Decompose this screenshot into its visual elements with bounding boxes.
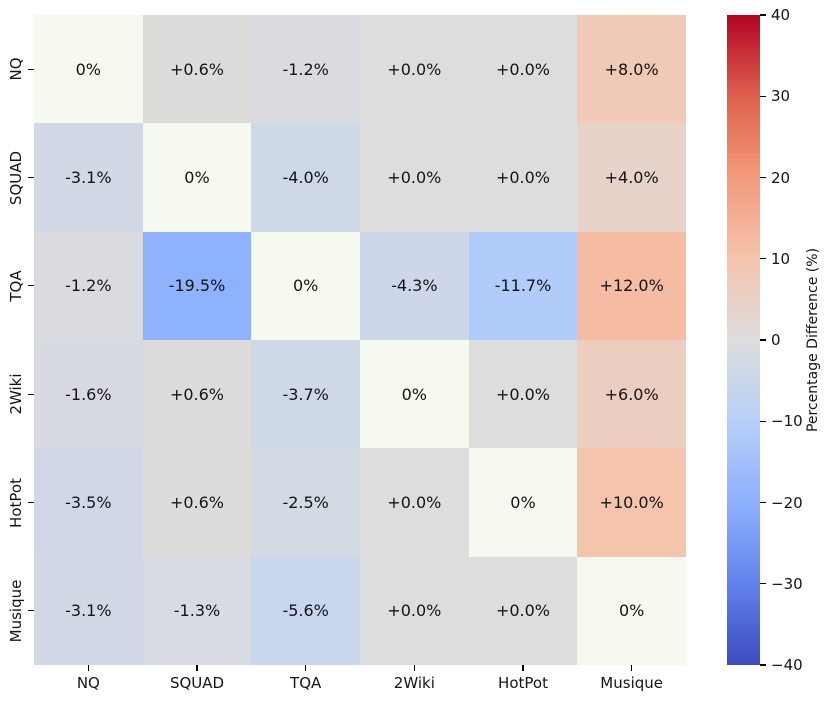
x-tick-mark: [87, 665, 89, 671]
colorbar-tick-mark: [760, 258, 766, 260]
heatmap-cell: -1.6%: [34, 340, 143, 449]
heatmap-cell: -3.1%: [34, 123, 143, 232]
colorbar-tick-label: 10: [771, 249, 791, 268]
y-tick-label: TQA: [7, 270, 25, 302]
heatmap-cell: 0%: [468, 448, 578, 557]
x-tick-label: HotPot: [498, 674, 548, 692]
colorbar-axis-label: Percentage Difference (%): [805, 247, 821, 433]
heatmap-cell: -1.2%: [251, 15, 360, 124]
heatmap-cell: 0%: [359, 340, 469, 449]
y-tick-mark: [28, 610, 34, 612]
colorbar-tick-mark: [760, 420, 766, 422]
colorbar-tick-mark: [760, 583, 766, 585]
y-tick-label: NQ: [7, 57, 25, 81]
heatmap-cell: -2.5%: [251, 448, 360, 557]
heatmap-cell: +0.0%: [468, 15, 578, 124]
y-tick-mark: [28, 68, 34, 70]
heatmap-cell: +0.0%: [468, 340, 578, 449]
heatmap-cell: 0%: [577, 556, 686, 665]
x-tick-label: 2Wiki: [393, 674, 435, 692]
y-tick-label: Musique: [7, 579, 25, 643]
heatmap-cell: -3.5%: [34, 448, 143, 557]
heatmap-cell: -19.5%: [142, 231, 252, 340]
heatmap-cell: -11.7%: [468, 231, 578, 340]
x-tick-label: Musique: [600, 674, 664, 692]
y-tick-label: 2Wiki: [7, 373, 25, 415]
heatmap-cell: +0.6%: [142, 448, 252, 557]
heatmap-cell: -3.7%: [251, 340, 360, 449]
x-tick-mark: [305, 665, 307, 671]
x-tick-mark: [196, 665, 198, 671]
heatmap-cell: +0.0%: [359, 15, 469, 124]
heatmap-cell: -5.6%: [251, 556, 360, 665]
heatmap-cell: 0%: [34, 15, 143, 124]
heatmap-grid: 0% +0.6% -1.2% +0.0% +0.0% +8.0% -3.1% 0% -4.0% +…: [34, 15, 686, 665]
colorbar-gradient: [727, 15, 760, 665]
colorbar-tick-mark: [760, 176, 766, 179]
colorbar-tick-mark: [760, 501, 766, 504]
colorbar-tick-mark: [760, 14, 766, 16]
x-tick-label: TQA: [290, 674, 322, 692]
x-tick-mark: [522, 665, 524, 671]
heatmap-cell: +12.0%: [577, 231, 686, 340]
y-tick-mark: [28, 176, 34, 179]
heatmap-cell: +10.0%: [577, 448, 686, 557]
heatmap-cell: +0.0%: [468, 556, 578, 665]
x-tick-mark: [631, 665, 633, 671]
heatmap-cell: -4.3%: [359, 231, 469, 340]
y-tick-mark: [28, 393, 34, 395]
colorbar-tick-label: 40: [771, 6, 791, 24]
heatmap-cell: 0%: [142, 123, 252, 232]
heatmap-cell: +0.0%: [359, 556, 469, 665]
colorbar-tick-mark: [760, 339, 766, 341]
heatmap-cell: -1.2%: [34, 231, 143, 340]
x-tick-mark: [413, 665, 415, 671]
colorbar-tick-label: −30: [771, 574, 803, 593]
heatmap-cell: +0.0%: [359, 123, 469, 232]
heatmap-cell: -4.0%: [251, 123, 360, 232]
heatmap-cell: +8.0%: [577, 15, 686, 124]
y-tick-mark: [28, 501, 34, 504]
y-tick-label: SQUAD: [7, 150, 25, 205]
colorbar-tick-label: 20: [771, 168, 791, 187]
heatmap-cell: +0.6%: [142, 340, 252, 449]
colorbar-tick-mark: [760, 664, 766, 666]
colorbar-tick-label: 30: [771, 87, 791, 106]
colorbar-tick-label: −10: [771, 412, 803, 431]
heatmap-cell: -3.1%: [34, 556, 143, 665]
heatmap-cell: +0.0%: [359, 448, 469, 557]
heatmap-cell: +4.0%: [577, 123, 686, 232]
heatmap-cell: -1.3%: [142, 556, 252, 665]
colorbar-tick-label: −20: [771, 493, 803, 512]
x-tick-label: SQUAD: [169, 674, 225, 692]
y-tick-label: HotPot: [7, 477, 25, 528]
heatmap-cell: +0.0%: [468, 123, 578, 232]
y-tick-mark: [28, 285, 34, 287]
heatmap-cell: 0%: [251, 231, 360, 340]
colorbar-tick-label: −40: [771, 656, 803, 674]
colorbar-tick-mark: [760, 95, 766, 97]
heatmap-cell: +6.0%: [577, 340, 686, 449]
colorbar-tick-label: 0: [771, 331, 781, 349]
x-tick-label: NQ: [76, 674, 100, 692]
heatmap-cell: +0.6%: [142, 15, 252, 124]
